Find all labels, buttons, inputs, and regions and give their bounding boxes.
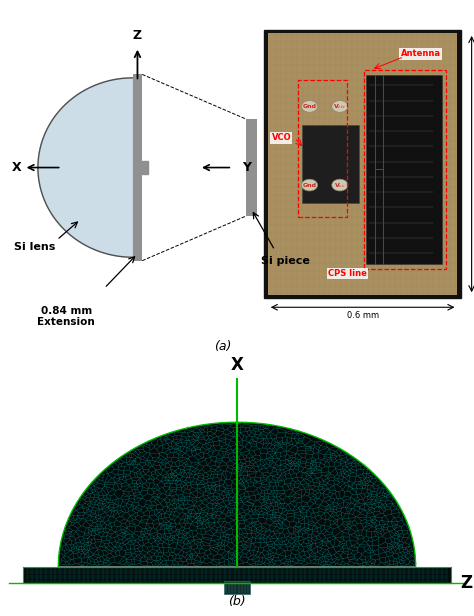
Bar (246, 120, 257, 216)
Bar (366, 75, 442, 264)
Bar (142, 161, 148, 174)
Text: Antenna: Antenna (401, 49, 440, 59)
Circle shape (332, 179, 348, 191)
Bar (264, 30, 461, 298)
Bar (364, 70, 446, 269)
Text: VCO: VCO (272, 134, 291, 142)
Bar (133, 75, 142, 261)
Bar (225, 581, 249, 594)
Text: Y: Y (242, 161, 251, 174)
Text: X: X (230, 355, 244, 373)
Text: Gnd: Gnd (302, 104, 317, 109)
Text: X: X (12, 161, 21, 174)
Text: 0.6 mm: 0.6 mm (346, 310, 379, 320)
Circle shape (301, 100, 318, 112)
Bar (298, 80, 347, 217)
Circle shape (332, 100, 348, 112)
Text: V$_{ctr}$: V$_{ctr}$ (333, 102, 346, 111)
Text: (b): (b) (228, 595, 246, 608)
Text: CPS line: CPS line (328, 269, 367, 278)
Text: Si piece: Si piece (261, 256, 310, 265)
Text: V$_{cc}$: V$_{cc}$ (334, 180, 346, 190)
Text: Z: Z (133, 28, 142, 42)
Polygon shape (38, 78, 133, 257)
Text: Si lens: Si lens (14, 242, 55, 252)
Text: 0.84 mm
Extension: 0.84 mm Extension (37, 306, 95, 327)
Circle shape (301, 179, 318, 191)
Text: Z: Z (460, 573, 473, 592)
Bar (302, 125, 359, 203)
Bar (268, 33, 457, 295)
Text: Gnd: Gnd (302, 182, 317, 188)
Text: (a): (a) (214, 341, 231, 354)
PathPatch shape (23, 567, 451, 583)
PathPatch shape (58, 422, 416, 567)
